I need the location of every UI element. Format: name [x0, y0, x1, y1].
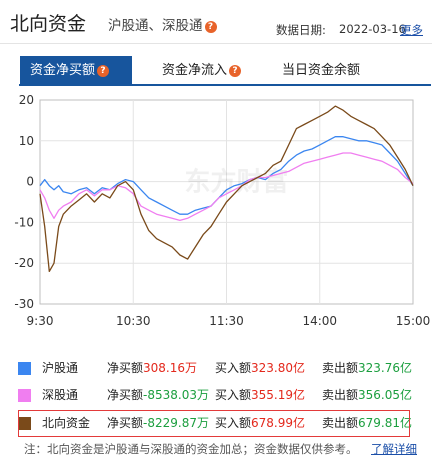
date-label: 数据日期:: [276, 23, 326, 37]
legend-row-sgt: 深股通 净买额-8538.03万 买入额355.19亿 卖出额356.05亿: [10, 383, 428, 408]
legend-swatch: [18, 417, 31, 430]
row-highlight-box: [18, 410, 410, 437]
x-tick-label: 11:30: [209, 314, 244, 328]
sell-amount: 卖出额323.76亿: [322, 356, 412, 381]
tab-net-inflow[interactable]: 资金净流入?: [152, 56, 264, 86]
legend-swatch: [18, 362, 31, 375]
net-buy-label: 净买额: [107, 361, 144, 375]
y-tick-label: -10: [14, 215, 34, 229]
y-tick-label: 10: [19, 134, 34, 148]
page-title: 北向资金: [10, 13, 87, 35]
tab-balance[interactable]: 当日资金余额: [272, 56, 382, 86]
series-line-1: [39, 152, 414, 222]
sell-label: 卖出额: [322, 416, 359, 430]
date-value: 2022-03-16: [339, 22, 406, 36]
tab-label: 资金净买额: [30, 63, 96, 78]
learn-more-link[interactable]: 了解详细: [371, 442, 417, 456]
buy-value: 355.19亿: [251, 388, 306, 402]
buy-amount: 买入额355.19亿: [215, 383, 305, 408]
sell-amount: 卖出额356.05亿: [322, 383, 412, 408]
buy-amount: 买入额678.99亿: [215, 411, 305, 436]
sell-amount: 卖出额679.81亿: [322, 411, 412, 436]
buy-label: 买入额: [215, 361, 252, 375]
net-buy-value: 308.16万: [143, 361, 198, 375]
tab-bar: 资金净买额? 资金净流入? 当日资金余额: [0, 56, 432, 86]
help-icon[interactable]: ?: [204, 21, 217, 33]
net-buy-value: -8538.03万: [143, 388, 209, 402]
tab-net-buy[interactable]: 资金净买额?: [20, 56, 132, 86]
net-buy: 净买额308.16万: [107, 356, 197, 381]
sell-label: 卖出额: [322, 388, 359, 402]
subtitle-text: 沪股通、深股通: [108, 18, 203, 34]
help-icon[interactable]: ?: [229, 65, 242, 77]
footnote: 注：北向资金是沪股通与深股通的资金加总；资金数据仅供参考。: [24, 442, 358, 456]
more-link[interactable]: 更多: [400, 23, 423, 37]
y-tick-label: -20: [14, 256, 34, 270]
header: 北向资金 沪股通、深股通? 数据日期: 2022-03-16 更多: [0, 0, 432, 44]
tab-label: 资金净流入: [162, 63, 228, 78]
tab-label: 当日资金余额: [282, 63, 361, 78]
legend-name: 沪股通: [42, 361, 79, 375]
buy-value: 678.99亿: [251, 416, 306, 430]
net-buy-chart: 9:30 10:30 11:30 14:00 15:00 20 10 0 -10 -20 -30 东方…: [14, 93, 431, 328]
net-buy-label: 净买额: [107, 388, 144, 402]
legend-name: 深股通: [42, 388, 79, 402]
legend-row-hgt: 沪股通 净买额308.16万 买入额323.80亿 卖出额323.76亿: [10, 356, 428, 381]
legend-row-north: 北向资金 净买额-8229.87万 买入额678.99亿 卖出额679.81亿: [10, 411, 428, 436]
sell-value: 356.05亿: [358, 388, 413, 402]
x-tick-label: 15:00: [396, 314, 431, 328]
x-tick-label: 10:30: [116, 314, 151, 328]
sell-value: 323.76亿: [358, 361, 413, 375]
help-icon[interactable]: ?: [97, 65, 110, 77]
buy-value: 323.80亿: [251, 361, 306, 375]
net-buy-value: -8229.87万: [143, 416, 209, 430]
legend-name: 北向资金: [42, 416, 91, 430]
y-tick-label: -30: [14, 297, 34, 311]
watermark: 东方财富: [184, 167, 288, 198]
subtitle: 沪股通、深股通?: [108, 14, 217, 34]
net-buy: 净买额-8538.03万: [107, 383, 209, 408]
buy-label: 买入额: [215, 416, 252, 430]
sell-value: 679.81亿: [358, 416, 413, 430]
x-tick-label: 9:30: [27, 314, 54, 328]
sell-label: 卖出额: [322, 361, 359, 375]
buy-label: 买入额: [215, 388, 252, 402]
y-tick-label: 20: [19, 93, 34, 107]
tab-underline: [19, 84, 431, 86]
legend-swatch: [18, 389, 31, 402]
x-tick-label: 14:00: [302, 314, 337, 328]
buy-amount: 买入额323.80亿: [215, 356, 305, 381]
series-line-2: [39, 105, 414, 273]
net-buy: 净买额-8229.87万: [107, 411, 209, 436]
net-buy-label: 净买额: [107, 416, 144, 430]
y-tick-label: 0: [26, 175, 34, 189]
